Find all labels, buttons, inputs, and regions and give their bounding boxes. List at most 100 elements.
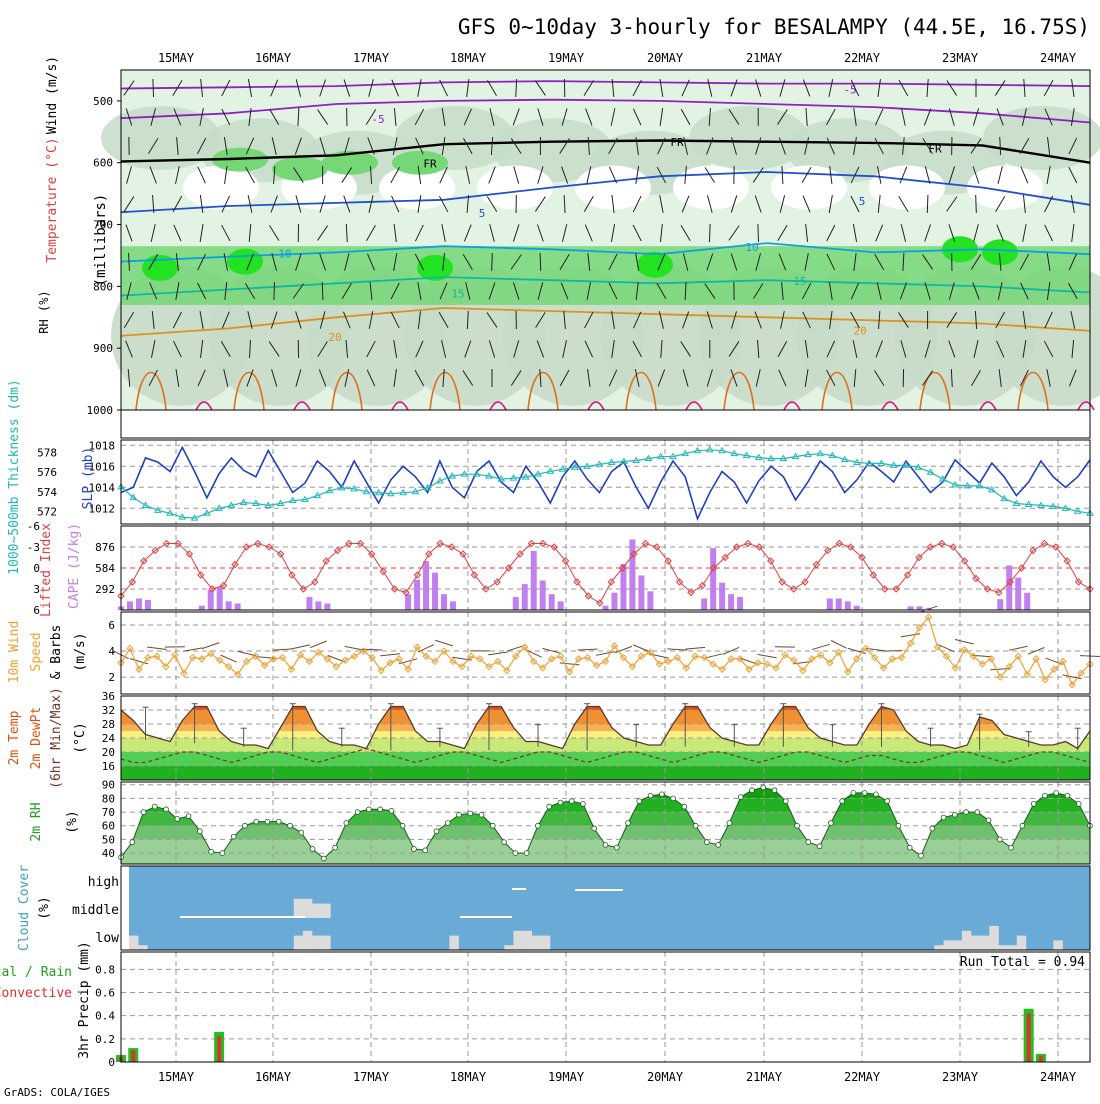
- temp-tick-label: 36: [102, 690, 115, 703]
- cape-bar: [854, 606, 860, 610]
- temp-band: [121, 752, 1090, 766]
- precip-convective-bar: [1027, 1013, 1031, 1062]
- cape-bar: [558, 601, 564, 610]
- rh-marker: [310, 847, 315, 852]
- precip-tick-label: 0.4: [95, 1010, 115, 1023]
- isotherm-label: 15: [793, 275, 806, 288]
- date-label-bottom: 21MAY: [746, 1070, 783, 1084]
- ylabel-wind-units: (m/s): [73, 632, 88, 671]
- date-label-bottom: 17MAY: [353, 1070, 390, 1084]
- rh-marker: [659, 792, 664, 797]
- temp-tick-label: 24: [102, 732, 116, 745]
- cloud-low-bar: [1017, 936, 1026, 950]
- wind-barb: [540, 253, 541, 271]
- rh-marker: [423, 848, 428, 853]
- rh-marker: [434, 829, 439, 834]
- rh-marker: [840, 799, 845, 804]
- rh-marker: [885, 799, 890, 804]
- date-label-top: 16MAY: [255, 51, 292, 65]
- cape-bar: [145, 600, 151, 610]
- ylabel-wind: Wind (m/s): [45, 56, 60, 134]
- cloud-middle-trace: [460, 916, 512, 918]
- cloud-middle-bar: [303, 899, 312, 918]
- cape-bar: [737, 597, 743, 610]
- date-label-top: 18MAY: [450, 51, 487, 65]
- cloud-high-trace: [512, 888, 526, 890]
- ylabel-cape: CAPE (J/kg): [67, 523, 82, 609]
- wind-barb: [758, 224, 759, 242]
- wind-tick-label: 6: [108, 619, 115, 632]
- cape-tick-label: 584: [95, 562, 115, 575]
- ylabel-2m-temp: 2m Temp: [7, 710, 22, 765]
- ylabel-rain: Total / Rain: [0, 965, 72, 980]
- ylabel-rh: RH (%): [37, 290, 51, 333]
- y-tick-label: 500: [93, 95, 113, 108]
- cape-bar: [611, 593, 617, 610]
- cloud-high-trace: [575, 889, 623, 891]
- date-label-bottom: 15MAY: [158, 1070, 195, 1084]
- rh-dry-pocket: [869, 165, 945, 209]
- isotherm-label: 20: [328, 331, 341, 344]
- isotherm-label: -5: [843, 84, 856, 97]
- cape-bar: [136, 598, 142, 610]
- date-label-bottom: 18MAY: [450, 1070, 487, 1084]
- rh-marker: [626, 821, 631, 826]
- rh-marker: [333, 845, 338, 850]
- lifted-tick-label: -3: [27, 541, 40, 554]
- cloud-low-bar: [321, 936, 330, 950]
- cape-bar: [908, 606, 914, 610]
- rh-tick-label: 70: [102, 806, 115, 819]
- rh-marker: [479, 812, 484, 817]
- rh-marker: [693, 823, 698, 828]
- rh-marker: [682, 804, 687, 809]
- cape-bar: [432, 573, 438, 610]
- cloud-low-bar: [934, 945, 943, 950]
- date-label-top: 20MAY: [647, 51, 684, 65]
- rh-marker: [581, 801, 586, 806]
- cloud-low-bar: [138, 945, 147, 950]
- rh-marker: [445, 821, 450, 826]
- rh-marker: [547, 804, 552, 809]
- rh-marker: [389, 808, 394, 813]
- rh-marker: [1020, 823, 1025, 828]
- cape-bar: [226, 601, 232, 610]
- cape-bar: [845, 601, 851, 610]
- y-tick-label: 1000: [87, 404, 114, 417]
- ylabel-millibars: (millibars): [93, 194, 109, 287]
- temp-tick-label: 28: [102, 718, 115, 731]
- rh-marker: [952, 812, 957, 817]
- date-label-top: 21MAY: [746, 51, 783, 65]
- cape-bar: [522, 584, 528, 610]
- wind-barb: [927, 195, 928, 213]
- cloud-middle-bar: [312, 904, 321, 918]
- date-label-top: 15MAY: [158, 51, 195, 65]
- cloud-low-bar: [971, 936, 980, 950]
- isotherm-label: 10: [745, 241, 758, 254]
- date-label-top: 22MAY: [844, 51, 881, 65]
- rh-marker: [1076, 801, 1081, 806]
- rh-marker: [1065, 793, 1070, 798]
- ylabel-barbs: & Barbs: [49, 625, 64, 680]
- rh-marker: [1009, 845, 1014, 850]
- rh-band-bright: [637, 252, 673, 278]
- cape-tick-label: 876: [95, 541, 115, 554]
- rh-marker: [209, 849, 214, 854]
- rh-marker: [276, 819, 281, 824]
- rh-dry-pocket: [183, 165, 259, 209]
- rh-tick-label: 50: [102, 833, 115, 846]
- cloud-low-bar: [523, 931, 532, 950]
- isotherm-label: 15: [451, 288, 464, 301]
- rh-marker: [603, 842, 608, 847]
- cloud-low-bar: [989, 926, 998, 950]
- rh-marker: [761, 785, 766, 790]
- rh-marker: [964, 810, 969, 815]
- cloud-level-middle: middle: [72, 903, 119, 918]
- rh-marker: [828, 821, 833, 826]
- rh-marker: [738, 795, 743, 800]
- rh-marker: [468, 811, 473, 816]
- isotherm-label: FR: [423, 158, 437, 171]
- rh-marker: [795, 823, 800, 828]
- rh-marker: [197, 829, 202, 834]
